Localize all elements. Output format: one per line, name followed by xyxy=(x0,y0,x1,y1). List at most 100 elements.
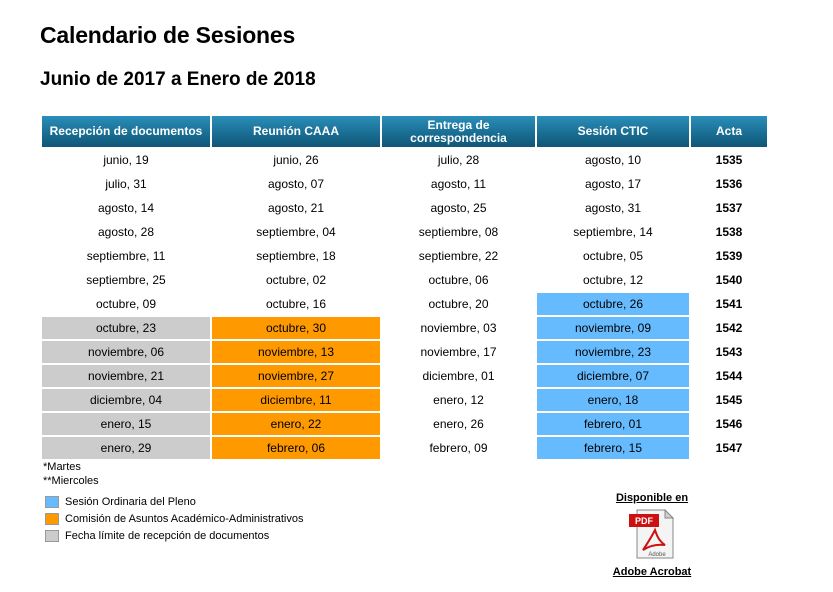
recepcion-cell: diciembre, 04 xyxy=(42,389,210,411)
legend-swatch-orange xyxy=(45,512,59,525)
entrega-cell: octubre, 06 xyxy=(428,273,489,287)
recepcion-cell: octubre, 09 xyxy=(95,297,157,311)
sesion-ctic-cell: agosto, 17 xyxy=(584,177,642,191)
reunion-caaa-cell: noviembre, 13 xyxy=(212,341,380,363)
acta-cell: 1535 xyxy=(715,153,743,167)
table-row: julio, 31 agosto, 07 agosto, 11 agosto, 17 1… xyxy=(42,173,767,195)
acta-cell: 1540 xyxy=(715,273,743,287)
table-header-row: Recepción de documentos Reunión CAAA Ent… xyxy=(42,116,767,147)
entrega-cell: agosto, 25 xyxy=(430,201,487,215)
table-row: agosto, 14 agosto, 21 agosto, 25 agosto, 31… xyxy=(42,197,767,219)
acta-cell: 1543 xyxy=(715,345,743,359)
table-row: junio, 19 junio, 26 julio, 28 agosto, 10 153… xyxy=(42,149,767,171)
legend-item-pleno: Sesión Ordinaria del Pleno xyxy=(45,494,303,509)
recepcion-cell: enero, 29 xyxy=(42,437,210,459)
reunion-caaa-cell: septiembre, 18 xyxy=(256,249,336,263)
entrega-cell: agosto, 11 xyxy=(430,177,487,191)
reunion-caaa-cell: septiembre, 04 xyxy=(256,225,336,239)
reunion-caaa-cell: agosto, 07 xyxy=(267,177,325,191)
table-row: septiembre, 11 septiembre, 18 septiembre, … xyxy=(42,245,767,267)
sesion-ctic-cell: octubre, 05 xyxy=(582,249,644,263)
reunion-caaa-cell: octubre, 16 xyxy=(265,297,327,311)
recepcion-cell: junio, 19 xyxy=(103,153,149,167)
acta-cell: 1544 xyxy=(715,369,743,383)
header-recepcion: Recepción de documentos xyxy=(42,116,210,147)
legend: Sesión Ordinaria del Pleno Comisión de A… xyxy=(45,494,303,545)
acta-cell: 1541 xyxy=(715,297,743,311)
legend-label: Comisión de Asuntos Académico-Administra… xyxy=(65,512,304,525)
sesion-ctic-cell: enero, 18 xyxy=(537,389,689,411)
table-row: enero, 29 febrero, 06 febrero, 09 febrero, … xyxy=(42,437,767,459)
sesion-ctic-cell: septiembre, 14 xyxy=(573,225,653,239)
table-row: enero, 15 enero, 22 enero, 26 febrero, 01 15… xyxy=(42,413,767,435)
legend-label: Sesión Ordinaria del Pleno xyxy=(65,495,196,508)
sesion-ctic-cell: agosto, 31 xyxy=(584,201,642,215)
sesion-ctic-cell: noviembre, 23 xyxy=(537,341,689,363)
legend-swatch-blue xyxy=(45,495,59,508)
sesion-ctic-cell: febrero, 01 xyxy=(537,413,689,435)
sesion-ctic-cell: noviembre, 09 xyxy=(537,317,689,339)
recepcion-cell: julio, 31 xyxy=(105,177,147,191)
table-row: agosto, 28 septiembre, 04 septiembre, 08 se… xyxy=(42,221,767,243)
pdf-logo-text: Adobe xyxy=(648,552,666,558)
recepcion-cell: noviembre, 21 xyxy=(42,365,210,387)
reunion-caaa-cell: junio, 26 xyxy=(273,153,319,167)
reunion-caaa-cell: agosto, 21 xyxy=(267,201,325,215)
acta-cell: 1546 xyxy=(715,417,743,431)
header-entrega: Entrega de correspondencia xyxy=(382,116,535,147)
entrega-cell: septiembre, 08 xyxy=(418,225,499,239)
acta-cell: 1545 xyxy=(715,393,743,407)
entrega-cell: septiembre, 22 xyxy=(418,249,499,263)
sesion-ctic-cell: diciembre, 07 xyxy=(537,365,689,387)
recepcion-cell: agosto, 14 xyxy=(97,201,155,215)
entrega-cell: diciembre, 01 xyxy=(422,369,495,383)
acta-cell: 1547 xyxy=(715,441,743,455)
table-row: octubre, 23 octubre, 30 noviembre, 03 novie… xyxy=(42,317,767,339)
recepcion-cell: noviembre, 06 xyxy=(42,341,210,363)
sessions-calendar-table: Recepción de documentos Reunión CAAA Ent… xyxy=(40,114,769,461)
acta-cell: 1537 xyxy=(715,201,743,215)
entrega-cell: noviembre, 03 xyxy=(420,321,497,335)
legend-item-recepcion: Fecha límite de recepción de documentos xyxy=(45,528,303,543)
pdf-download-block: Disponible en PDF Adobe Adobe Acrobat xyxy=(608,492,696,578)
reunion-caaa-cell: octubre, 02 xyxy=(265,273,327,287)
pdf-badge-text: PDF xyxy=(635,516,654,526)
table-row: diciembre, 04 diciembre, 11 enero, 12 enero… xyxy=(42,389,767,411)
table-row: septiembre, 25 octubre, 02 octubre, 06 octu… xyxy=(42,269,767,291)
acta-cell: 1539 xyxy=(715,249,743,263)
table-row: noviembre, 06 noviembre, 13 noviembre, 17 n… xyxy=(42,341,767,363)
notes: *Martes **Miercoles xyxy=(43,460,99,488)
acta-cell: 1542 xyxy=(715,321,743,335)
reunion-caaa-cell: noviembre, 27 xyxy=(212,365,380,387)
legend-label: Fecha límite de recepción de documentos xyxy=(65,529,270,542)
entrega-cell: octubre, 20 xyxy=(428,297,489,311)
legend-item-caaa: Comisión de Asuntos Académico-Administra… xyxy=(45,511,303,526)
table-body: junio, 19 junio, 26 julio, 28 agosto, 10 153… xyxy=(42,149,767,459)
reunion-caaa-cell: diciembre, 11 xyxy=(212,389,380,411)
recepcion-cell: enero, 15 xyxy=(42,413,210,435)
sesion-ctic-cell: octubre, 26 xyxy=(537,293,689,315)
pdf-file-icon[interactable]: PDF Adobe xyxy=(627,508,677,560)
note-miercoles: **Miercoles xyxy=(43,475,99,487)
adobe-acrobat-link[interactable]: Adobe Acrobat xyxy=(612,566,692,578)
sesion-ctic-cell: octubre, 12 xyxy=(582,273,644,287)
recepcion-cell: septiembre, 11 xyxy=(86,249,166,263)
legend-swatch-gray xyxy=(45,529,59,542)
reunion-caaa-cell: febrero, 06 xyxy=(212,437,380,459)
sesion-ctic-cell: agosto, 10 xyxy=(584,153,642,167)
acta-cell: 1538 xyxy=(715,225,743,239)
header-reunion-caaa: Reunión CAAA xyxy=(212,116,380,147)
reunion-caaa-cell: enero, 22 xyxy=(212,413,380,435)
sesion-ctic-cell: febrero, 15 xyxy=(537,437,689,459)
header-sesion-ctic: Sesión CTIC xyxy=(537,116,689,147)
page-subtitle: Junio de 2017 a Enero de 2018 xyxy=(40,69,316,90)
recepcion-cell: agosto, 28 xyxy=(97,225,155,239)
entrega-cell: enero, 12 xyxy=(433,393,484,407)
note-martes: *Martes xyxy=(43,461,81,473)
table-row: noviembre, 21 noviembre, 27 diciembre, 01 d… xyxy=(42,365,767,387)
disponible-en-link[interactable]: Disponible en xyxy=(615,492,689,504)
reunion-caaa-cell: octubre, 30 xyxy=(212,317,380,339)
entrega-cell: enero, 26 xyxy=(433,417,484,431)
acta-cell: 1536 xyxy=(715,177,743,191)
entrega-cell: febrero, 09 xyxy=(429,441,488,455)
